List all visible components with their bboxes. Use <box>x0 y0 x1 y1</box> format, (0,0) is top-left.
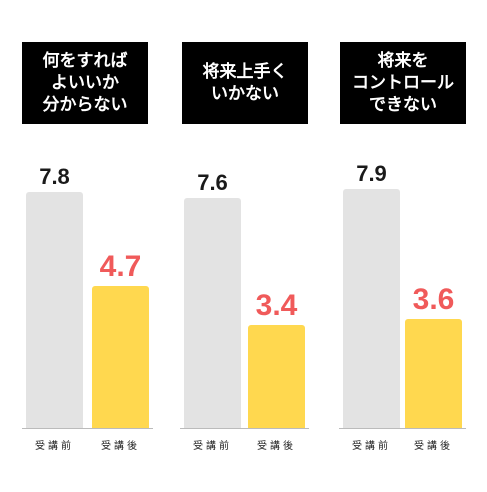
panel-1-value-after: 4.7 <box>99 249 142 283</box>
panel-1-bar-after <box>92 285 149 428</box>
panel-1-baseline <box>22 428 153 429</box>
panel-3-bar-after <box>405 318 462 428</box>
panel-3-baseline <box>339 428 466 429</box>
panel-3-value-before: 7.9 <box>356 160 387 186</box>
panel-3-xlabel-after: 受講後 <box>414 441 453 452</box>
panel-3-xlabel-before: 受講前 <box>352 441 391 452</box>
panel-2-bar-before <box>184 197 241 428</box>
panel-2-value-before: 7.6 <box>197 169 228 195</box>
panel-2-value-after: 3.4 <box>255 288 298 322</box>
panel-2-title: 将来上手く いかない <box>182 42 308 124</box>
panel-2-bar-after <box>248 324 305 428</box>
panel-1-xlabel-before: 受講前 <box>35 441 74 452</box>
panel-2-xlabel-after: 受講後 <box>257 441 296 452</box>
panel-3-value-after: 3.6 <box>412 282 455 316</box>
panel-1-bar-before <box>26 191 83 428</box>
panel-2-xlabel-before: 受講前 <box>193 441 232 452</box>
panel-1-value-before: 7.8 <box>39 163 70 189</box>
panel-1-xlabel-after: 受講後 <box>101 441 140 452</box>
panel-3-title: 将来を コントロール できない <box>340 42 466 124</box>
panel-2-baseline <box>180 428 309 429</box>
panel-1-title: 何をすれば よいいか 分からない <box>22 42 148 124</box>
panel-3-bar-before <box>343 188 400 428</box>
